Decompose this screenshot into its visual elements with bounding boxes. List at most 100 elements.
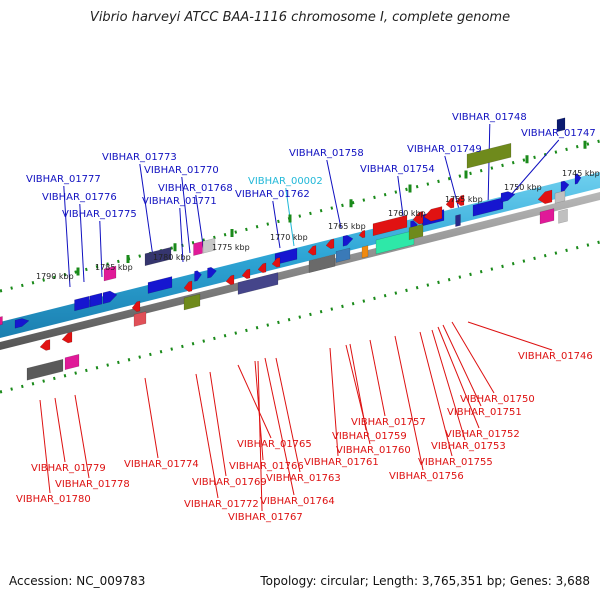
label-leader-line [329, 347, 339, 457]
gene-label-forward: VIBHAR_01768 [158, 183, 233, 194]
label-leader-line [369, 339, 386, 417]
label-leader-line [275, 357, 301, 473]
scale-tick-label: 1770 kbp [270, 233, 308, 242]
gene-glyph [102, 290, 118, 305]
gene-glyph [408, 223, 424, 241]
gene-label-reverse: VIBHAR_01760 [336, 445, 411, 456]
gene-label-forward: VIBHAR_00002 [248, 176, 323, 187]
gene-glyph [308, 253, 336, 274]
label-leader-line [209, 371, 227, 477]
scale-tick-label: 1760 kbp [388, 209, 426, 218]
gene-glyph [257, 262, 267, 274]
gene-glyph [325, 238, 335, 250]
label-leader-line [195, 194, 205, 253]
gene-label-forward: VIBHAR_01777 [26, 174, 101, 185]
gene-glyph [89, 292, 103, 308]
gene-glyph [131, 300, 141, 313]
gene-glyph [61, 331, 73, 344]
backbone-forward-track [0, 172, 600, 338]
gene-label-reverse: VIBHAR_01767 [228, 512, 303, 523]
label-leader-line [237, 364, 272, 439]
label-leader-line [144, 377, 159, 459]
genome-summary-text: Topology: circular; Length: 3,765,351 bp… [260, 574, 590, 588]
gene-glyph [455, 214, 461, 227]
label-leader-line [99, 220, 103, 278]
gene-label-forward: VIBHAR_01776 [42, 192, 117, 203]
scale-tick-label: 1790 kbp [36, 272, 74, 281]
label-leader-line [181, 176, 191, 254]
gene-label-reverse: VIBHAR_01779 [31, 463, 106, 474]
gene-label-reverse: VIBHAR_01752 [445, 429, 520, 440]
label-leader-line [79, 203, 85, 283]
gene-glyph [358, 229, 366, 239]
label-leader-line [345, 344, 371, 445]
gene-glyph [472, 197, 504, 217]
gene-label-reverse: VIBHAR_01764 [260, 496, 335, 507]
gene-label-reverse: VIBHAR_01763 [266, 473, 341, 484]
gene-label-reverse: VIBHAR_01774 [124, 459, 199, 470]
gene-label-forward: VIBHAR_01762 [235, 189, 310, 200]
accession-text: Accession: NC_009783 [9, 574, 146, 588]
label-leader-line [397, 175, 405, 224]
label-leader-line [257, 360, 263, 512]
gene-glyph [271, 257, 281, 268]
gene-glyph [39, 339, 51, 351]
gene-glyph [556, 117, 566, 133]
gene-glyph [26, 358, 64, 381]
gene-label-reverse: VIBHAR_01755 [418, 457, 493, 468]
label-leader-line [326, 159, 342, 229]
scale-line-bottom [0, 240, 600, 394]
gene-label-forward: VIBHAR_01771 [142, 196, 217, 207]
gene-label-reverse: VIBHAR_01761 [304, 457, 379, 468]
gene-label-reverse: VIBHAR_01756 [389, 471, 464, 482]
gene-glyph [14, 318, 30, 329]
scale-tick-label: 1780 kbp [153, 253, 191, 262]
gene-glyph [574, 173, 582, 185]
gene-glyph [237, 272, 279, 295]
gene-glyph [466, 142, 512, 169]
scale-tick-label: 1775 kbp [212, 243, 250, 252]
gene-glyph [193, 241, 203, 256]
label-leader-line [442, 324, 482, 407]
scale-tick-label: 1785 kbp [95, 263, 133, 272]
label-leader-line [467, 321, 553, 351]
label-leader-line [179, 207, 184, 263]
scale-line-top [0, 139, 600, 293]
scale-tick-label: 1765 kbp [328, 222, 366, 231]
gene-glyph [500, 191, 516, 203]
label-leader-line [39, 399, 51, 494]
gene-label-forward: VIBHAR_01754 [360, 164, 435, 175]
label-leader-line [195, 373, 219, 499]
gene-label-forward: VIBHAR_01748 [452, 112, 527, 123]
scale-tick-label: 1745 kbp [562, 169, 600, 178]
gene-glyph [455, 194, 465, 207]
gene-glyph [144, 246, 172, 267]
label-leader-line [264, 357, 295, 496]
label-leader-line [54, 397, 66, 463]
gene-glyph [103, 265, 117, 282]
gene-glyph [202, 237, 216, 254]
label-leader-line [444, 155, 461, 214]
scale-tick-label: 1750 kbp [504, 183, 542, 192]
gene-label-forward: VIBHAR_01747 [521, 128, 596, 139]
backbone-reverse-track [0, 192, 600, 350]
gene-glyph [412, 210, 424, 225]
gene-glyph [372, 214, 408, 237]
gene-glyph [342, 234, 354, 247]
label-leader-line [451, 321, 495, 394]
gene-label-reverse: VIBHAR_01766 [229, 461, 304, 472]
gene-glyph [445, 197, 455, 209]
gene-glyph [307, 245, 317, 256]
gene-label-reverse: VIBHAR_01778 [55, 479, 130, 490]
gene-label-forward: VIBHAR_01758 [289, 148, 364, 159]
gene-glyph [537, 189, 553, 205]
label-leader-line [272, 200, 281, 249]
gene-label-reverse: VIBHAR_01751 [447, 407, 522, 418]
label-leader-line [394, 335, 424, 471]
label-leader-line [139, 163, 154, 258]
label-leader-line [63, 185, 71, 288]
gene-glyph [423, 206, 443, 222]
gene-label-reverse: VIBHAR_01780 [16, 494, 91, 505]
label-leader-line [74, 394, 90, 479]
